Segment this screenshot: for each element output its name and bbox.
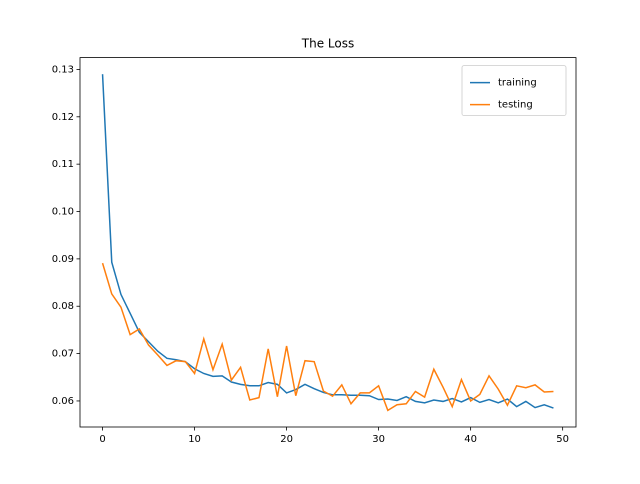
line: [101, 262, 554, 412]
x-tick-label: 10: [188, 434, 201, 445]
y-tick-label: 0.06: [52, 396, 74, 407]
y-tick-label: 0.08: [52, 301, 74, 312]
legend-label: testing: [498, 100, 533, 111]
y-tick-label: 0.10: [52, 207, 74, 218]
x-tick-label: 30: [372, 434, 385, 445]
legend-box: [461, 65, 567, 116]
y-tick-label: 0.07: [52, 349, 74, 360]
legend-label: training: [498, 78, 537, 89]
y-tick-label: 0.09: [52, 254, 74, 265]
line: [101, 74, 554, 409]
y-tick-label: 0.13: [52, 64, 74, 75]
chart-title: The Loss: [301, 37, 354, 51]
x-tick-label: 40: [464, 434, 477, 445]
axes-frame: [79, 57, 577, 428]
x-tick-label: 0: [99, 434, 105, 445]
y-tick-label: 0.11: [52, 159, 74, 170]
x-tick-label: 50: [556, 434, 569, 445]
y-tick-label: 0.12: [52, 112, 74, 123]
x-tick-label: 20: [280, 434, 293, 445]
